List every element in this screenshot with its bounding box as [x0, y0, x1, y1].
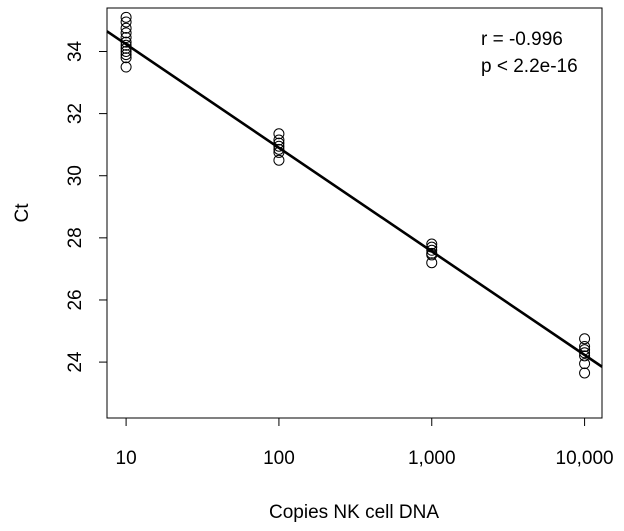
data-point: [273, 146, 285, 158]
y-tick-label: 26: [65, 289, 86, 310]
data-points: [120, 11, 591, 379]
data-point: [273, 128, 285, 140]
correlation-annotation: r = -0.996: [481, 29, 563, 50]
data-point: [273, 140, 285, 152]
regression-line: [106, 30, 603, 368]
data-point: [426, 257, 438, 269]
data-point: [273, 134, 285, 146]
data-point: [120, 16, 132, 28]
y-tick-label: 34: [65, 40, 86, 62]
data-point: [273, 137, 285, 149]
x-tick-label: 10,000: [556, 448, 614, 469]
data-point: [120, 39, 132, 51]
y-tick-label: 24: [65, 351, 86, 373]
y-tick-label: 32: [65, 103, 86, 124]
data-point: [579, 333, 591, 345]
data-point: [426, 241, 438, 253]
data-point: [120, 32, 132, 44]
data-point: [579, 367, 591, 379]
data-point: [120, 45, 132, 57]
data-point: [579, 341, 591, 353]
data-point: [120, 27, 132, 39]
data-point: [579, 350, 591, 362]
data-point: [120, 49, 132, 61]
x-axis: 10 100 1,000 10,000: [116, 417, 614, 469]
y-axis-label: Ct: [12, 203, 33, 223]
data-point: [426, 244, 438, 256]
data-point: [120, 52, 132, 64]
data-point: [579, 347, 591, 359]
data-point: [120, 42, 132, 54]
y-axis: 24 26 28 30 32 34: [65, 40, 108, 373]
data-point: [426, 238, 438, 250]
data-point: [273, 154, 285, 166]
x-tick-label: 100: [263, 448, 295, 469]
data-point: [273, 143, 285, 155]
p-value-annotation: p < 2.2e-16: [481, 56, 578, 77]
x-tick-label: 10: [116, 448, 137, 469]
data-point: [120, 22, 132, 34]
data-point: [579, 358, 591, 370]
data-point: [426, 249, 438, 261]
x-tick-label: 1,000: [408, 448, 456, 469]
x-axis-label: Copies NK cell DNA: [269, 502, 439, 523]
data-point: [579, 344, 591, 356]
data-point: [120, 61, 132, 73]
y-tick-label: 30: [65, 165, 86, 186]
y-tick-label: 28: [65, 227, 86, 248]
data-point: [120, 11, 132, 23]
data-point: [120, 36, 132, 48]
